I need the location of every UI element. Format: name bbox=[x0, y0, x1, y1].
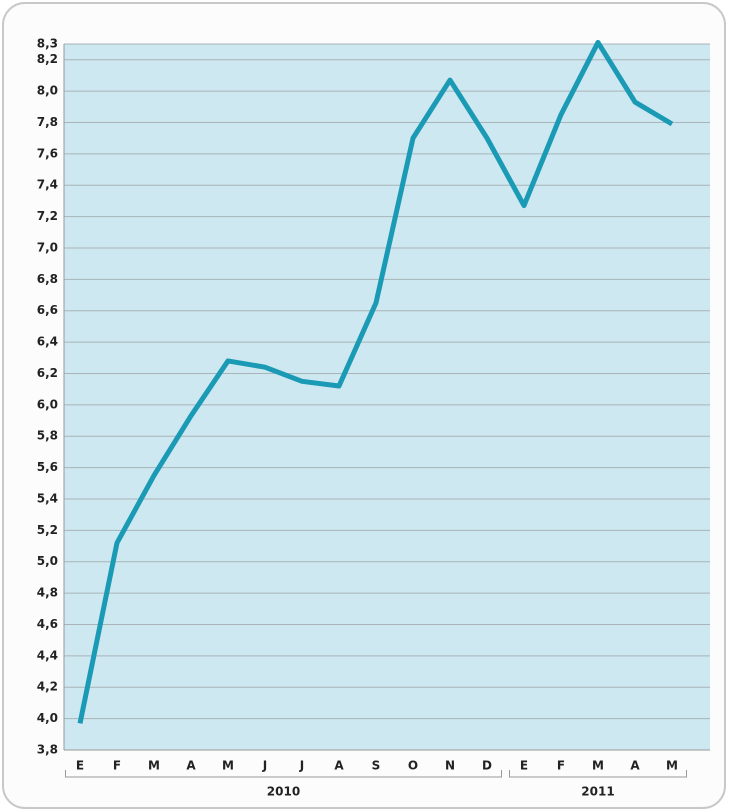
y-tick-label: 4,6 bbox=[37, 617, 58, 631]
y-tick-label: 4,4 bbox=[37, 648, 58, 662]
y-tick-label: 5,4 bbox=[37, 491, 58, 505]
y-tick-label: 4,0 bbox=[37, 711, 58, 725]
x-tick-label: D bbox=[482, 759, 492, 773]
y-tick-label: 6,0 bbox=[37, 397, 58, 411]
x-tick-label: M bbox=[666, 759, 678, 773]
x-tick-label: J bbox=[262, 759, 267, 773]
y-tick-label: 7,4 bbox=[37, 178, 58, 192]
y-tick-label: 4,2 bbox=[37, 680, 58, 694]
y-tick-label: 3,8 bbox=[37, 743, 58, 757]
y-tick-label: 7,0 bbox=[37, 240, 58, 254]
x-tick-label: A bbox=[630, 759, 640, 773]
y-tick-label: 6,2 bbox=[37, 366, 58, 380]
data-line bbox=[77, 39, 674, 724]
group-label: 2010 bbox=[267, 785, 300, 799]
y-tick-label: 6,6 bbox=[37, 303, 58, 317]
group-bracket bbox=[509, 770, 687, 778]
x-tick-label: A bbox=[186, 759, 196, 773]
x-tick-label: E bbox=[76, 759, 84, 773]
y-tick-label: 8,0 bbox=[37, 84, 58, 98]
x-tick-label: A bbox=[334, 759, 344, 773]
y-tick-label: 5,8 bbox=[37, 429, 58, 443]
y-tick-label: 6,4 bbox=[37, 335, 58, 349]
group-bracket bbox=[65, 770, 502, 778]
y-tick-label: 6,8 bbox=[37, 272, 58, 286]
x-tick-label: M bbox=[222, 759, 234, 773]
y-tick-label: 5,0 bbox=[37, 554, 58, 568]
y-tick-label: 8,3 bbox=[37, 37, 58, 51]
y-tick-label: 7,8 bbox=[37, 115, 58, 129]
x-tick-label: F bbox=[113, 759, 121, 773]
x-tick-label: E bbox=[520, 759, 528, 773]
x-tick-label: J bbox=[299, 759, 304, 773]
y-tick-label: 8,2 bbox=[37, 52, 58, 66]
y-tick-label: 4,8 bbox=[37, 586, 58, 600]
y-tick-label: 7,6 bbox=[37, 146, 58, 160]
x-tick-label: N bbox=[445, 759, 455, 773]
y-tick-label: 7,2 bbox=[37, 209, 58, 223]
group-label: 2011 bbox=[581, 785, 614, 799]
x-tick-label: S bbox=[372, 759, 381, 773]
plot-area bbox=[64, 44, 710, 750]
y-tick-label: 5,2 bbox=[37, 523, 58, 537]
x-tick-label: O bbox=[408, 759, 418, 773]
x-tick-label: M bbox=[592, 759, 604, 773]
x-tick-label: M bbox=[148, 759, 160, 773]
x-tick-label: F bbox=[557, 759, 565, 773]
y-tick-label: 5,6 bbox=[37, 460, 58, 474]
